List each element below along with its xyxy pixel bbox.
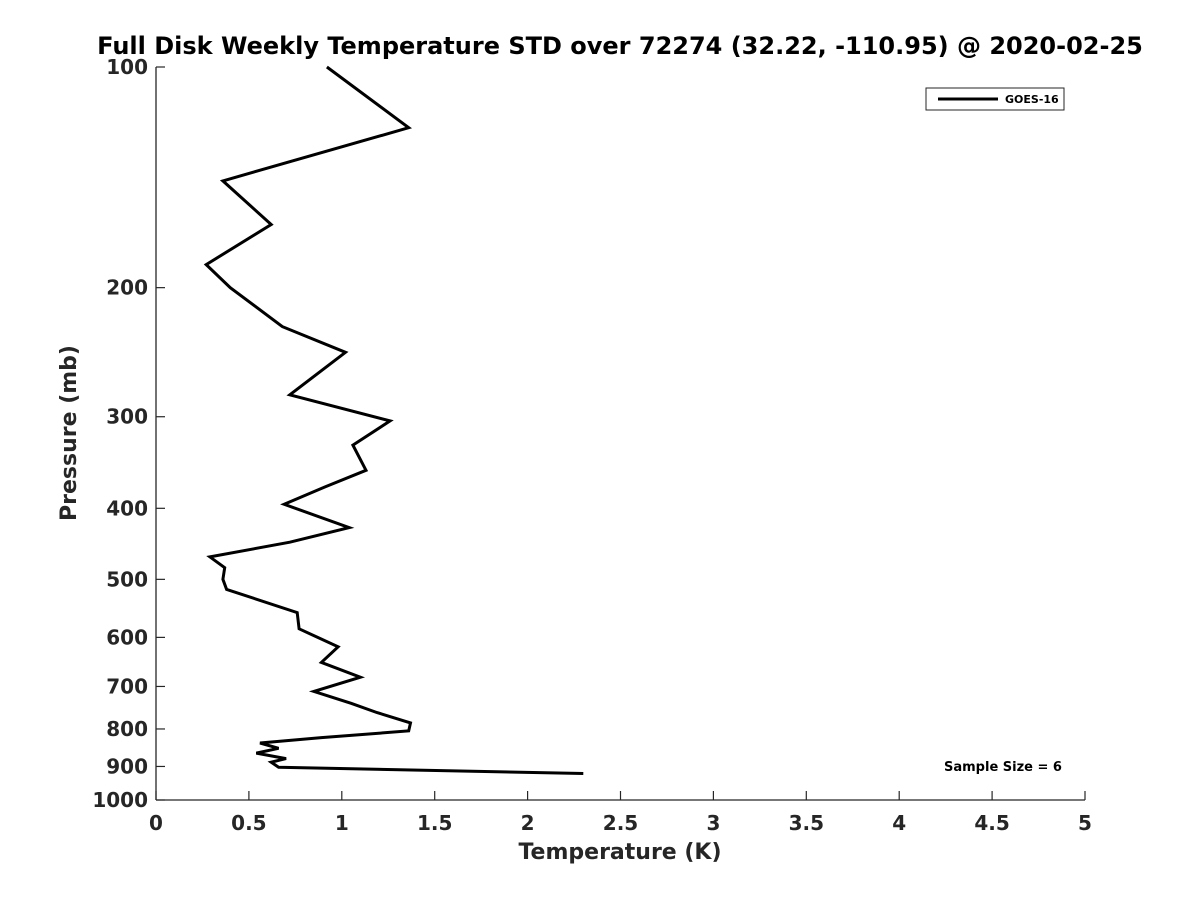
y-tick-label: 300 [106,405,148,429]
tick-layer: 0 0.5 1 1.5 2 2.5 3 3.5 4 4.5 5 100 200 300 400 500 600 7… [92,55,1092,835]
y-tick-label: 500 [106,567,148,591]
x-tick-label: 2 [521,811,535,835]
legend: GOES-16 [925,87,1065,111]
x-tick-label: 3.5 [789,811,824,835]
y-tick-label: 800 [106,717,148,741]
goes16-series-line [203,65,584,775]
x-tick-label: 2.5 [603,811,638,835]
y-tick-label: 400 [106,496,148,520]
x-tick-label: 4.5 [974,811,1009,835]
y-tick-label: 100 [106,55,148,79]
y-tick-label: 700 [106,674,148,698]
x-tick-label: 3 [706,811,720,835]
x-axis-label: Temperature (K) [518,840,721,865]
x-tick-label: 5 [1078,811,1092,835]
y-axis-label: Pressure (mb) [57,345,82,521]
x-tick-label: 0.5 [231,811,266,835]
y-tick-label: 1000 [92,788,148,812]
chart-title: Full Disk Weekly Temperature STD over 72… [97,32,1143,60]
y-tick-label: 600 [106,625,148,649]
legend-label-goes16: GOES-16 [1005,93,1059,106]
x-tick-label: 1.5 [417,811,452,835]
y-tick-label: 900 [106,754,148,778]
x-tick-label: 1 [335,811,349,835]
sample-size-annotation: Sample Size = 6 [944,760,1062,775]
x-tick-label: 4 [892,811,906,835]
x-tick-label: 0 [149,811,163,835]
y-tick-label: 200 [106,276,148,300]
